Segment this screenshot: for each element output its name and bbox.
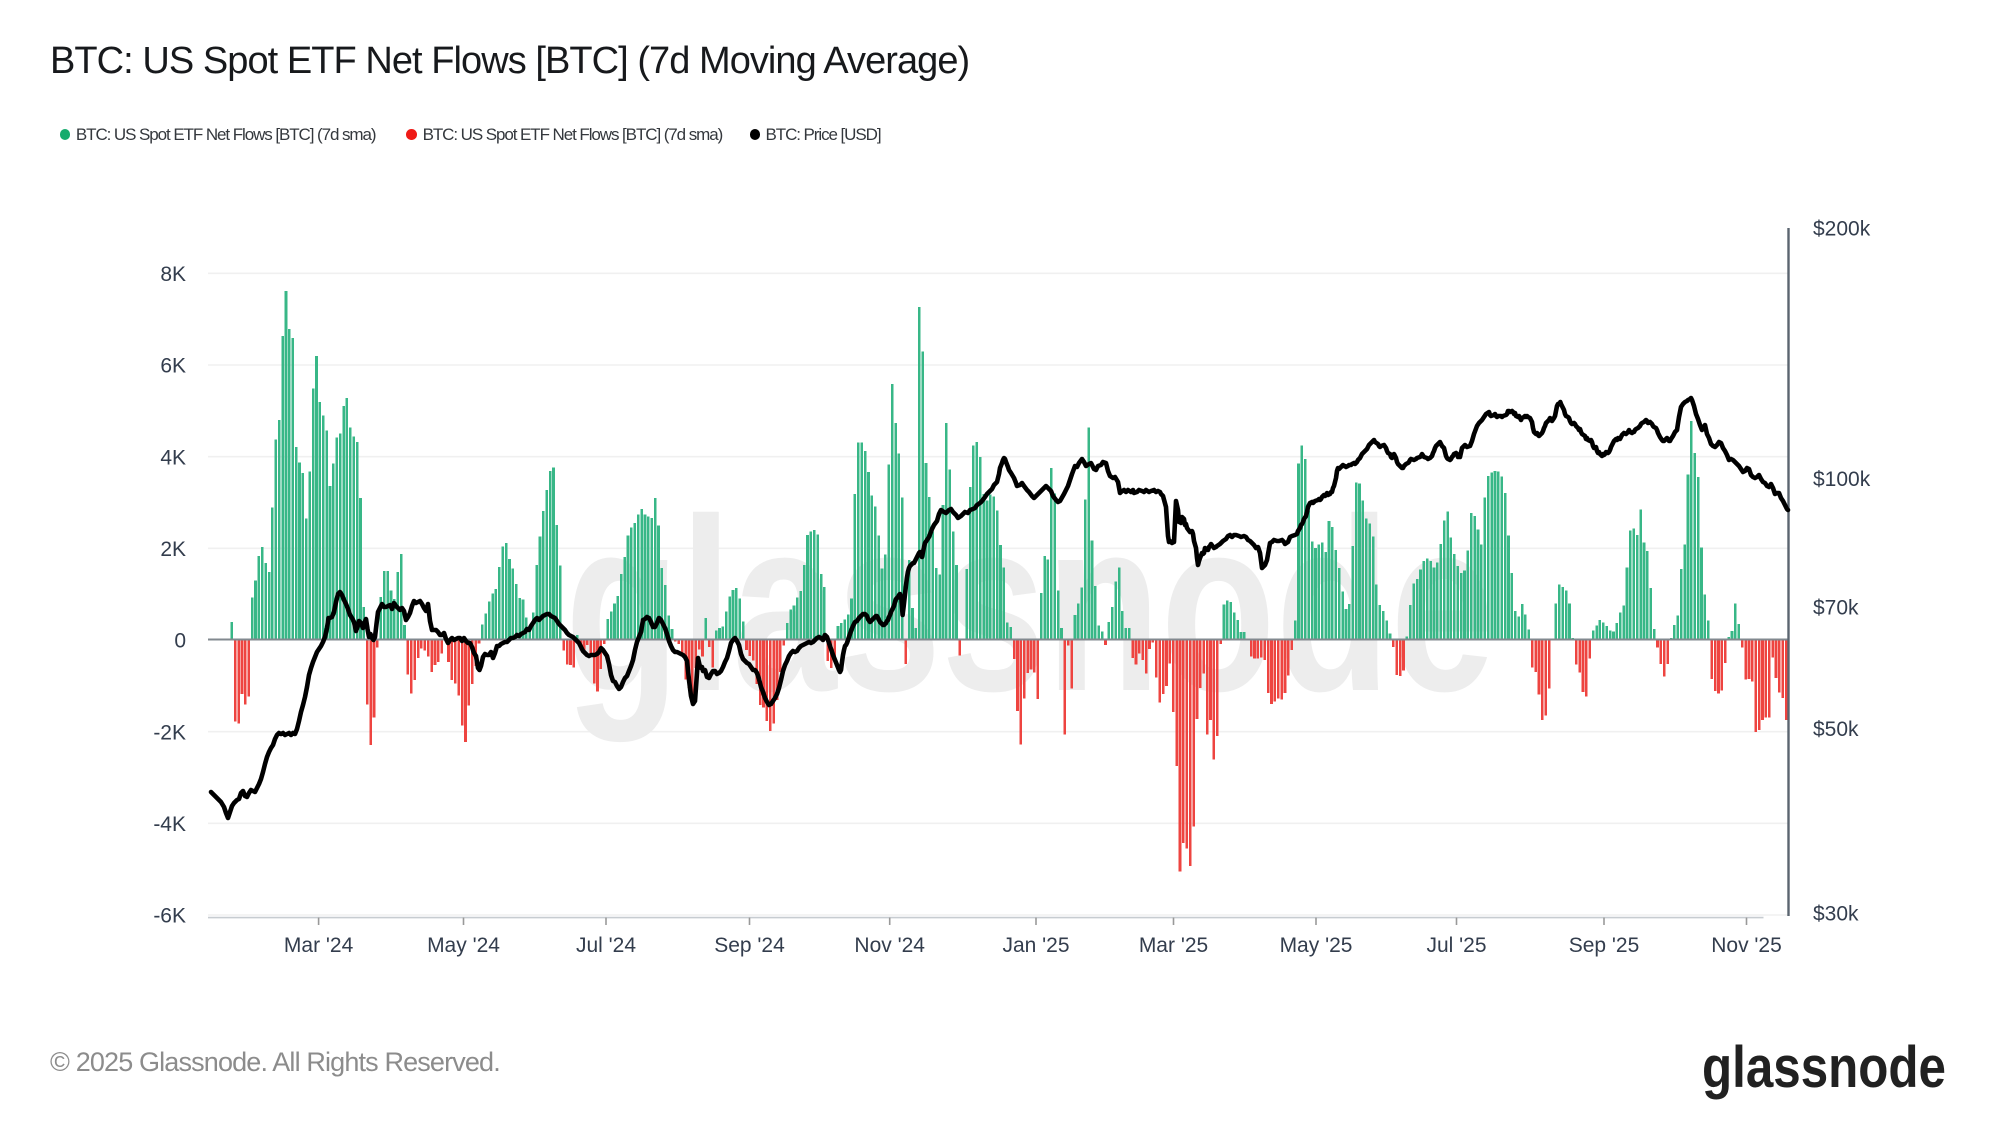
- svg-text:4K: 4K: [160, 446, 186, 469]
- svg-text:May '24: May '24: [427, 934, 500, 957]
- svg-text:$100k: $100k: [1813, 468, 1871, 491]
- svg-text:May '25: May '25: [1280, 934, 1353, 957]
- svg-text:Nov '24: Nov '24: [854, 934, 925, 957]
- svg-text:Nov '25: Nov '25: [1711, 934, 1782, 957]
- svg-text:Sep '24: Sep '24: [714, 934, 785, 957]
- svg-text:Jul '24: Jul '24: [576, 934, 636, 957]
- svg-text:-6K: -6K: [153, 905, 186, 928]
- svg-text:Mar '25: Mar '25: [1139, 934, 1208, 957]
- svg-text:$200k: $200k: [1813, 218, 1871, 241]
- svg-text:6K: 6K: [160, 355, 186, 378]
- svg-text:$30k: $30k: [1813, 903, 1859, 926]
- svg-text:Mar '24: Mar '24: [284, 934, 354, 957]
- svg-text:$50k: $50k: [1813, 718, 1859, 741]
- svg-text:glassnode: glassnode: [1702, 1035, 1946, 1100]
- svg-text:0: 0: [174, 630, 186, 653]
- svg-text:Jan '25: Jan '25: [1002, 934, 1069, 957]
- svg-text:2K: 2K: [160, 538, 186, 561]
- svg-text:Sep '25: Sep '25: [1569, 934, 1640, 957]
- svg-text:$70k: $70k: [1813, 597, 1859, 620]
- svg-text:-4K: -4K: [153, 813, 186, 836]
- svg-text:Jul '25: Jul '25: [1426, 934, 1486, 957]
- svg-text:8K: 8K: [160, 263, 186, 286]
- svg-text:-2K: -2K: [153, 721, 186, 744]
